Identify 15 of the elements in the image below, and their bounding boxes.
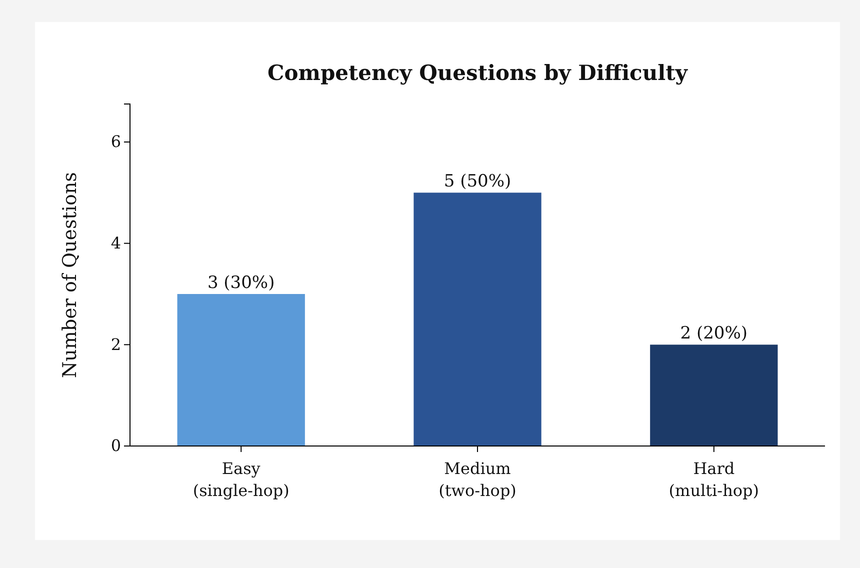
y-tick-label: 6: [110, 132, 121, 152]
y-axis-title: Number of Questions: [59, 172, 81, 378]
y-tick-label: 2: [110, 334, 121, 354]
bar: [177, 294, 305, 446]
data-label: 5 (50%): [444, 172, 512, 192]
x-tick-label: Easy (single-hop): [192, 459, 290, 500]
chart-title: Competency Questions by Difficulty: [268, 60, 688, 85]
y-tick-label: 4: [110, 233, 121, 252]
data-label: 3 (30%): [207, 273, 275, 293]
x-tick-label: Medium (two-hop): [438, 459, 516, 500]
data-label: 2 (20%): [680, 324, 748, 344]
x-tick-label: Hard (multi-hop): [668, 459, 760, 500]
y-tick-label: 0: [110, 436, 121, 456]
bar: [414, 192, 542, 446]
bar: [650, 344, 778, 446]
